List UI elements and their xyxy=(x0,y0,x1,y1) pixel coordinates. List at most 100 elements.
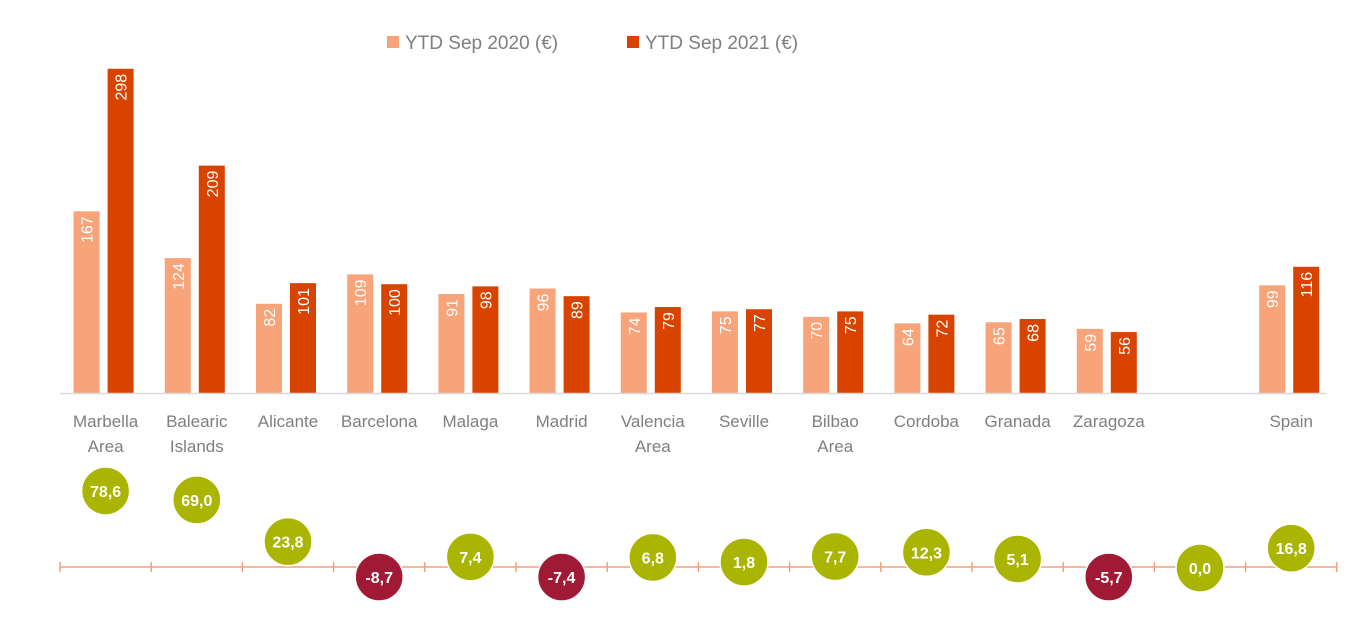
change-bubble xyxy=(172,475,222,525)
bar-2020-label: 75 xyxy=(718,316,735,334)
category-label: Seville xyxy=(719,412,769,431)
change-bubble-label: 7,4 xyxy=(459,550,481,567)
category-label: Bilbao xyxy=(812,412,859,431)
category-label: Granada xyxy=(985,412,1052,431)
category-label: Zaragoza xyxy=(1073,412,1145,431)
category-label: Valencia xyxy=(621,412,685,431)
bar-2020 xyxy=(712,311,738,393)
bar-2020 xyxy=(1076,328,1103,393)
change-bubble xyxy=(536,552,587,602)
bar-2020 xyxy=(73,211,100,393)
bar-2021-label: 77 xyxy=(752,314,769,332)
bar-2021-label: 89 xyxy=(570,301,587,319)
change-bubble-label: 78,6 xyxy=(90,484,121,501)
change-bubble xyxy=(810,531,860,582)
bar-2020 xyxy=(164,258,191,393)
bar-2020-label: 91 xyxy=(444,299,461,317)
bar-2020-label: 70 xyxy=(809,322,826,340)
category-label: Marbella xyxy=(73,412,139,431)
bar-2021-label: 79 xyxy=(661,312,678,330)
bar-2021-label: 56 xyxy=(1117,337,1134,355)
category-label: Balearic xyxy=(166,412,228,431)
category-label: Alicante xyxy=(258,412,318,431)
legend-label-2020: YTD Sep 2020 (€) xyxy=(405,33,558,54)
change-bubble xyxy=(445,532,496,582)
bar-2020-label: 59 xyxy=(1083,334,1100,352)
bar-2021 xyxy=(381,284,408,393)
change-bubble xyxy=(354,552,404,602)
bar-2021 xyxy=(107,68,134,393)
bar-2020-label: 124 xyxy=(171,263,188,290)
legend-swatch-2021 xyxy=(627,36,639,48)
bar-2020-label: 99 xyxy=(1265,290,1282,308)
change-bubble-label: 7,7 xyxy=(824,550,846,567)
change-bubble-label: 0,0 xyxy=(1189,561,1211,578)
bar-2021 xyxy=(837,311,864,393)
category-label: Area xyxy=(635,437,671,456)
bar-2021 xyxy=(654,307,681,393)
change-bubble xyxy=(719,537,769,587)
bar-2020-label: 109 xyxy=(353,279,370,306)
bar-2021-label: 116 xyxy=(1299,272,1316,298)
bar-2021 xyxy=(1110,332,1137,393)
change-bubble xyxy=(263,516,313,567)
bar-2020 xyxy=(256,303,282,393)
bar-2021 xyxy=(746,309,772,393)
bar-2020-label: 96 xyxy=(536,293,553,311)
change-bubble-label: 12,3 xyxy=(911,545,942,562)
bar-2021-label: 75 xyxy=(843,316,860,334)
legend: YTD Sep 2020 (€) YTD Sep 2021 (€) xyxy=(387,33,798,54)
legend-label-2021: YTD Sep 2021 (€) xyxy=(645,33,798,54)
bar-2021-label: 98 xyxy=(478,291,495,309)
change-axis-group: 78,6 69,0 23,8 -8,7 7,4 -7,4 6,8 1,8 7,7 12,3 5,1 -… xyxy=(59,466,1338,602)
bar-2021 xyxy=(198,165,225,393)
change-bubble xyxy=(901,527,952,578)
category-label: Islands xyxy=(170,437,224,456)
bar-2020 xyxy=(620,312,647,393)
bar-2021 xyxy=(1293,266,1320,393)
category-label: Area xyxy=(817,437,853,456)
bar-2021-label: 101 xyxy=(296,288,313,315)
category-labels: Marbella Area Balearic Islands Alicante Barce… xyxy=(73,412,1313,456)
change-bubble-label: -5,7 xyxy=(1095,570,1123,587)
bar-2020 xyxy=(803,316,830,393)
bar-2020 xyxy=(347,274,374,393)
bar-2020 xyxy=(894,323,921,393)
legend-swatch-2020 xyxy=(387,36,399,48)
bar-2021-label: 209 xyxy=(205,171,222,198)
bar-2020 xyxy=(529,288,556,393)
change-bubble-label: 69,0 xyxy=(181,493,212,510)
bar-2020-label: 74 xyxy=(627,317,644,335)
bar-2021 xyxy=(290,283,316,393)
change-bubble-label: 6,8 xyxy=(642,550,664,567)
bar-2020-label: 64 xyxy=(900,328,917,346)
bar-2021-label: 72 xyxy=(934,320,951,338)
change-bubble xyxy=(1084,552,1134,602)
category-label: Madrid xyxy=(536,412,588,431)
change-bubble-label: -7,4 xyxy=(548,570,576,587)
bar-2020 xyxy=(985,322,1012,393)
category-label: Cordoba xyxy=(894,412,960,431)
bar-2021-label: 100 xyxy=(387,289,404,316)
change-bubble xyxy=(80,466,131,516)
change-bubble xyxy=(1175,543,1225,593)
category-label: Barcelona xyxy=(341,412,418,431)
bar-2020 xyxy=(1259,285,1286,393)
change-bubble-label: -8,7 xyxy=(365,570,393,587)
bar-2020-label: 167 xyxy=(80,216,97,243)
change-bubble-label: 1,8 xyxy=(733,555,755,572)
bar-2021-label: 298 xyxy=(114,74,131,101)
bar-2021-label: 68 xyxy=(1026,324,1043,342)
change-bubble-label: 5,1 xyxy=(1006,552,1028,569)
bars-group: 167 298 124 209 82 101 109 100 91 98 96 89 74 79 75 77 7… xyxy=(73,68,1320,393)
bar-2021 xyxy=(928,314,955,393)
change-bubble xyxy=(992,534,1043,584)
category-label: Area xyxy=(88,437,124,456)
bar-2020-label: 65 xyxy=(992,327,1009,345)
change-bubble-label: 23,8 xyxy=(272,535,303,552)
change-bubble xyxy=(1266,523,1316,573)
bar-2021 xyxy=(563,296,590,393)
category-label: Malaga xyxy=(443,412,499,431)
bar-2020 xyxy=(438,293,465,393)
